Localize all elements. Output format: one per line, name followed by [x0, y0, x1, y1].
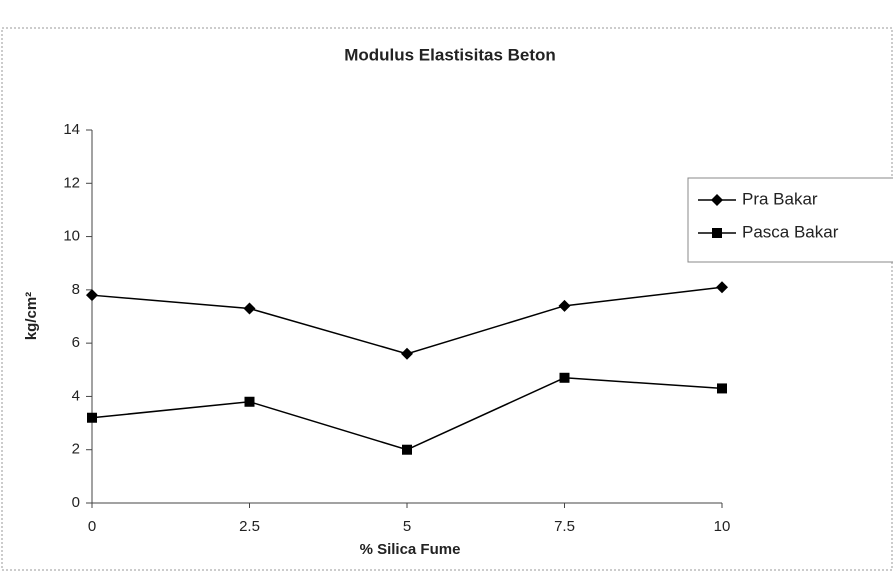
x-axis-title: % Silica Fume [360, 541, 461, 558]
marker [243, 302, 256, 315]
x-tick-label: 0 [88, 518, 96, 535]
y-tick-label: 8 [72, 281, 80, 298]
marker [87, 412, 97, 423]
y-axis-title: kg/cm² [23, 292, 40, 340]
marker [712, 228, 722, 238]
y-tick-label: 4 [72, 387, 80, 404]
x-tick-label: 7.5 [554, 518, 575, 535]
y-tick-label: 12 [63, 174, 80, 191]
chart-title: Modulus Elastisitas Beton [344, 45, 556, 64]
marker [558, 299, 571, 312]
y-tick-label: 0 [72, 494, 80, 511]
y-tick-label: 2 [72, 441, 80, 458]
y-tick-label: 6 [72, 334, 80, 351]
marker [717, 383, 727, 394]
legend-label: Pra Bakar [742, 189, 818, 208]
series-line [91, 377, 723, 451]
marker [711, 194, 723, 206]
legend-box [687, 177, 893, 263]
y-tick-label: 14 [63, 121, 80, 138]
marker [559, 372, 570, 383]
marker [401, 347, 413, 360]
series-line [91, 286, 723, 355]
marker [244, 396, 255, 407]
x-tick-label: 5 [403, 518, 411, 535]
legend-label: Pasca Bakar [742, 222, 839, 241]
x-tick-label: 10 [714, 518, 731, 535]
marker [86, 289, 98, 302]
marker [716, 281, 728, 294]
marker [402, 444, 412, 455]
x-tick-label: 2.5 [239, 518, 260, 535]
y-tick-label: 10 [63, 228, 80, 245]
chart-frame [1, 27, 893, 571]
